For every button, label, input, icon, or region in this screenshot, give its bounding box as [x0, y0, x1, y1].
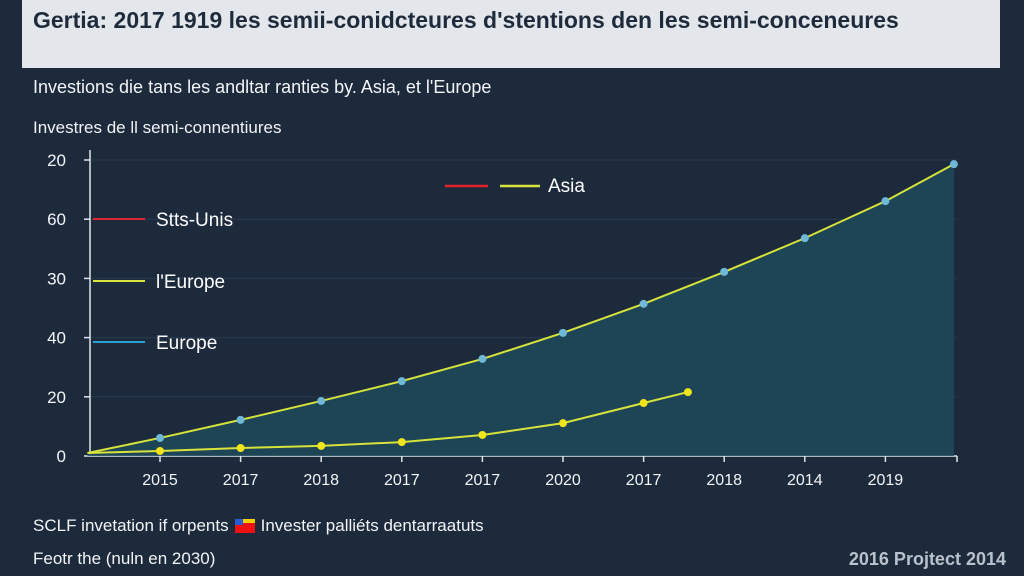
- data-point: [156, 433, 164, 442]
- x-tick-label: 2017: [384, 472, 420, 489]
- y-tick-label: 40: [47, 329, 66, 348]
- x-tick-label: 2020: [545, 472, 581, 489]
- x-tick-label: 2017: [465, 472, 501, 489]
- data-point: [559, 328, 567, 337]
- y-tick-label: 60: [47, 210, 66, 229]
- x-tick-label: 2017: [223, 472, 259, 489]
- series-area-0: [87, 164, 954, 457]
- flag-icon: [234, 519, 255, 533]
- data-point: [156, 446, 164, 455]
- data-point: [949, 160, 958, 169]
- y-tick-label: 30: [47, 269, 66, 288]
- credit: 2016 Projtect 2014: [848, 549, 1006, 569]
- data-point: [639, 399, 648, 408]
- x-tick-label: 2017: [626, 472, 662, 489]
- legend-label: Europe: [156, 333, 217, 354]
- x-tick-label: 2018: [706, 472, 742, 489]
- footnote-text-2: Invester palliéts dentarraatuts: [260, 516, 484, 535]
- data-point: [639, 299, 648, 308]
- source-note: Feotr the (nuln en 2030): [33, 549, 216, 568]
- legend-label-asia: Asia: [548, 176, 585, 197]
- footnote-text: SCLF invetation if orpents: [33, 516, 229, 535]
- y-tick-label: 0: [57, 447, 66, 466]
- x-tick-label: 2018: [303, 472, 339, 489]
- data-point: [317, 441, 326, 450]
- y-axis-label: Investres de ll semi-connentiures: [33, 118, 282, 137]
- x-tick-label: 2015: [142, 472, 178, 489]
- data-point: [800, 234, 809, 243]
- data-point: [236, 444, 245, 453]
- x-tick-label: 2014: [787, 472, 823, 489]
- data-point: [397, 377, 406, 386]
- x-tick-label: 2019: [868, 472, 904, 489]
- data-point: [720, 267, 729, 276]
- y-tick-label: 20: [47, 151, 66, 170]
- page-title: Gertia: 2017 1919 les semii-conidcteures…: [33, 7, 899, 33]
- y-tick-label: 20: [47, 388, 66, 407]
- data-point: [397, 438, 406, 447]
- footnote: SCLF invetation if orpents Invester pall…: [33, 516, 484, 536]
- subtitle: Investions die tans les andltar ranties …: [33, 77, 492, 97]
- data-point: [881, 197, 890, 206]
- legend-label: Stts-Unis: [156, 210, 233, 231]
- data-point: [683, 388, 692, 397]
- legend-label: l'Europe: [156, 272, 225, 293]
- data-point: [478, 354, 487, 363]
- series-line-0: [87, 163, 955, 455]
- title-banner: [22, 0, 1000, 68]
- data-point: [559, 419, 567, 428]
- data-point: [317, 396, 326, 405]
- data-point: [236, 415, 245, 424]
- data-point: [478, 430, 487, 439]
